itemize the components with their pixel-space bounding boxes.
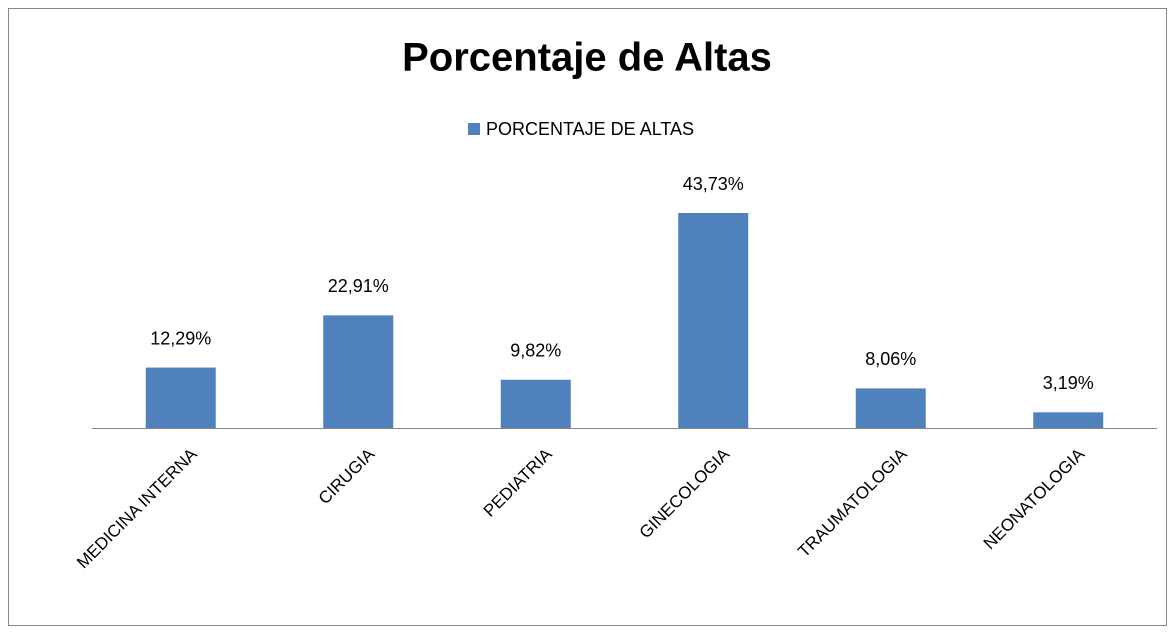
data-label: 9,82% [510,340,561,360]
data-label: 3,19% [1043,373,1094,393]
chart-border [8,8,1167,626]
chart-title: Porcentaje de Altas [402,36,772,80]
bar [678,213,749,428]
bar [855,388,926,428]
legend-swatch [468,123,480,135]
data-label: 22,91% [328,276,389,296]
data-label: 12,29% [150,328,211,348]
legend-label: PORCENTAJE DE ALTAS [486,119,694,139]
bar [323,315,394,428]
data-label: 43,73% [683,174,744,194]
bar [145,367,216,428]
data-label: 8,06% [865,349,916,369]
bar [1033,412,1104,428]
bar [500,379,571,428]
